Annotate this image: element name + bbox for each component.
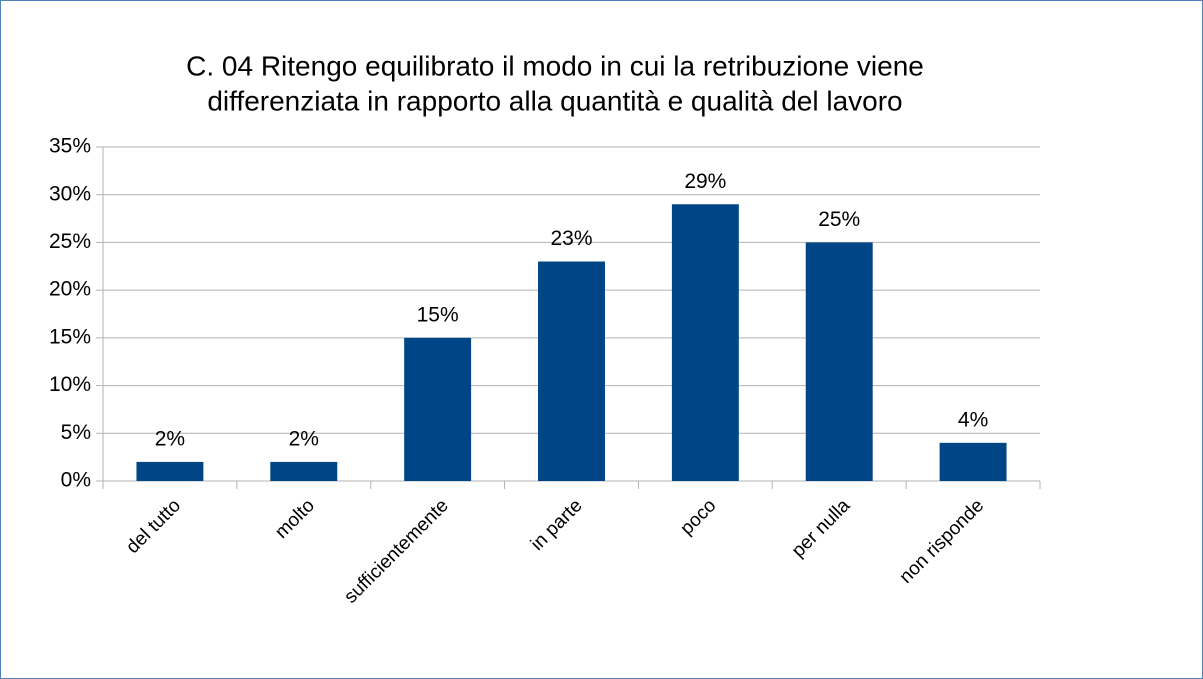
data-label: 25% — [818, 208, 860, 231]
bar — [404, 337, 472, 481]
y-tick-label: 35% — [49, 135, 91, 158]
bar — [136, 461, 204, 481]
data-label: 23% — [550, 227, 592, 250]
y-tick-label: 10% — [49, 373, 91, 396]
chart-title: differenziata in rapporto alla quantità … — [207, 85, 902, 116]
bar — [671, 204, 739, 481]
y-tick-label: 15% — [49, 325, 91, 348]
bar — [939, 442, 1007, 481]
data-label: 4% — [958, 408, 988, 431]
data-label: 15% — [417, 303, 459, 326]
y-tick-label: 0% — [61, 469, 91, 492]
chart-title: C. 04 Ritengo equilibrato il modo in cui… — [186, 50, 924, 81]
data-label: 2% — [155, 427, 185, 450]
bar — [538, 261, 605, 481]
bar — [270, 461, 338, 481]
data-label: 29% — [684, 170, 726, 193]
y-tick-label: 20% — [49, 278, 91, 301]
y-tick-label: 30% — [49, 182, 91, 205]
data-label: 2% — [289, 427, 319, 450]
y-tick-label: 5% — [61, 421, 91, 444]
y-tick-label: 25% — [49, 230, 91, 253]
bar — [805, 242, 873, 481]
